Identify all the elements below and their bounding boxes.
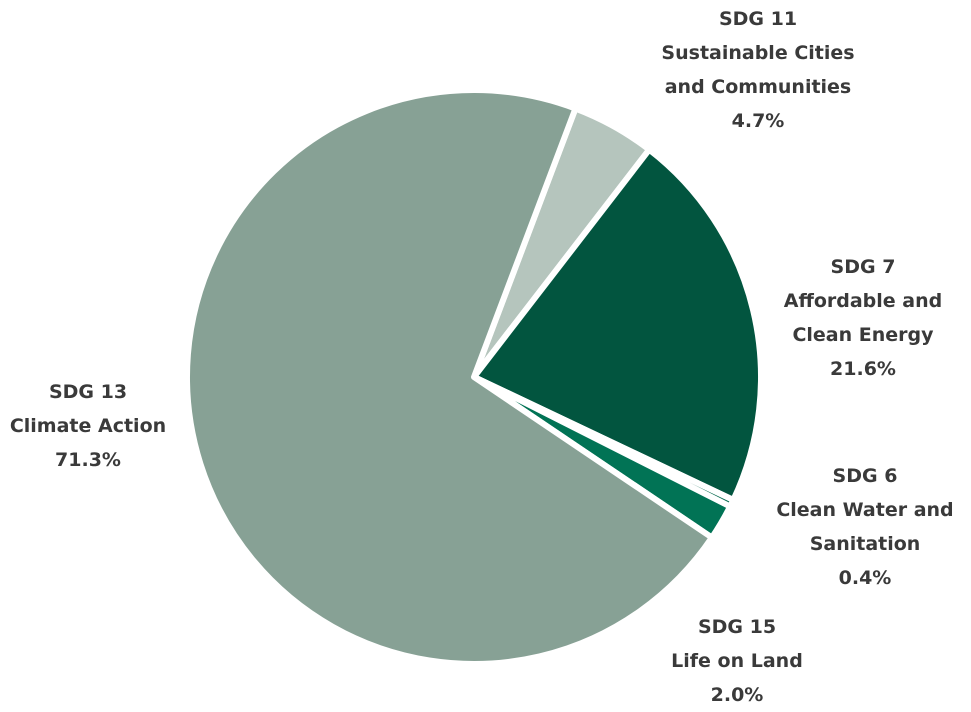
slice-label-sdg6: SDG 6 Clean Water and Sanitation 0.4% [776,465,954,589]
slice-label-sdg7: SDG 7 Affordable and Clean Energy 21.6% [783,256,943,380]
slice-label-sdg13: SDG 13 Climate Action 71.3% [9,381,167,471]
slice-label-sdg15: SDG 15 Life on Land 2.0% [671,616,803,706]
pie-slice-sdg13 [184,87,715,667]
pie-slice-sdg7 [471,146,764,504]
slice-label-sdg11: SDG 11 Sustainable Cities and Communitie… [661,8,855,132]
